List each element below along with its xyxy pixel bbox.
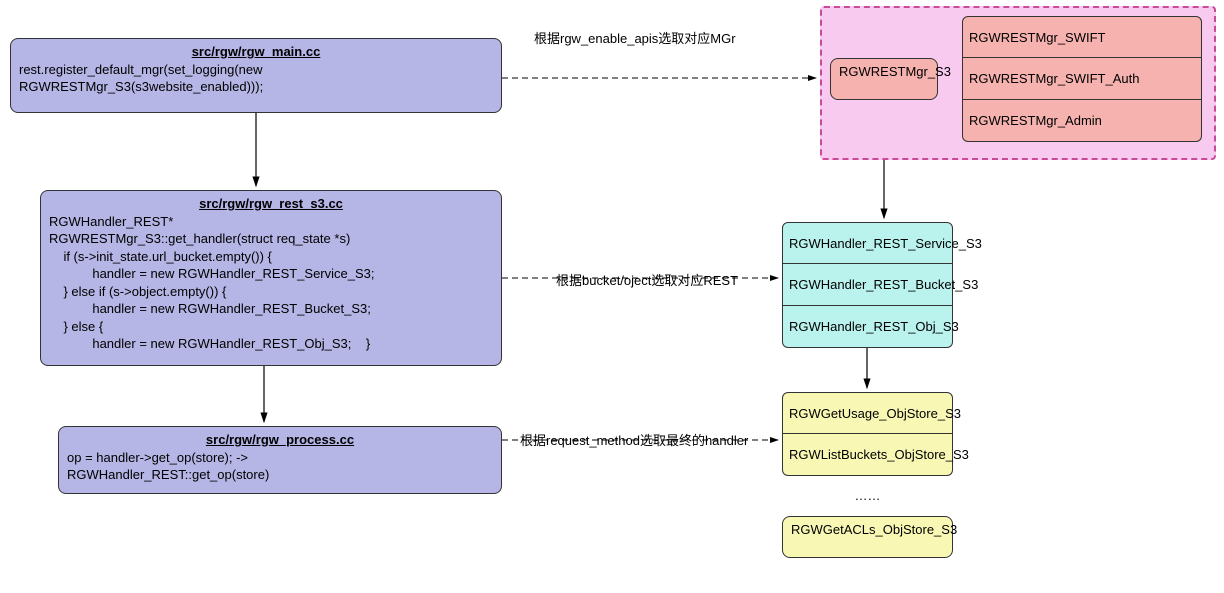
op-item: RGWListBuckets_ObjStore_S3 [782,434,953,476]
node-rgw-process: src/rgw/rgw_process.cc op = handler->get… [58,426,502,494]
mgr-others-stack: RGWRESTMgr_SWIFTRGWRESTMgr_SWIFT_AuthRGW… [962,16,1202,142]
node-body: RGWHandler_REST*RGWRESTMgr_S3::get_handl… [49,213,493,353]
node-title: src/rgw/rgw_rest_s3.cc [49,195,493,213]
node-label: RGWGetACLs_ObjStore_S3 [791,522,957,537]
node-rgw-rest-s3: src/rgw/rgw_rest_s3.cc RGWHandler_REST*R… [40,190,502,366]
edge-label-handler: 根据request_method选取最终的handler [520,430,748,449]
node-title: src/rgw/rgw_process.cc [67,431,493,449]
edge-label-rest: 根据bucket/oject选取对应REST [556,270,738,289]
handler-stack: RGWHandler_REST_Service_S3RGWHandler_RES… [782,222,953,348]
mgr-item: RGWRESTMgr_SWIFT [962,16,1202,58]
op-item: RGWGetUsage_ObjStore_S3 [782,392,953,434]
edge-label-mgr: 根据rgw_enable_apis选取对应MGr [534,28,736,47]
node-body: op = handler->get_op(store); ->RGWHandle… [67,449,493,484]
handler-item: RGWHandler_REST_Service_S3 [782,222,953,264]
handler-item: RGWHandler_REST_Bucket_S3 [782,264,953,306]
node-title: src/rgw/rgw_main.cc [19,43,493,61]
node-op-last: RGWGetACLs_ObjStore_S3 [782,516,953,558]
handler-item: RGWHandler_REST_Obj_S3 [782,306,953,348]
ellipsis: …… [782,488,953,503]
mgr-item: RGWRESTMgr_SWIFT_Auth [962,58,1202,100]
node-rgw-main: src/rgw/rgw_main.cc rest.register_defaul… [10,38,502,113]
op-stack: RGWGetUsage_ObjStore_S3RGWListBuckets_Ob… [782,392,953,476]
node-body: rest.register_default_mgr(set_logging(ne… [19,61,493,96]
mgr-item: RGWRESTMgr_Admin [962,100,1202,142]
node-rgwrestmgr-s3: RGWRESTMgr_S3 [830,58,938,100]
node-label: RGWRESTMgr_S3 [839,64,951,79]
